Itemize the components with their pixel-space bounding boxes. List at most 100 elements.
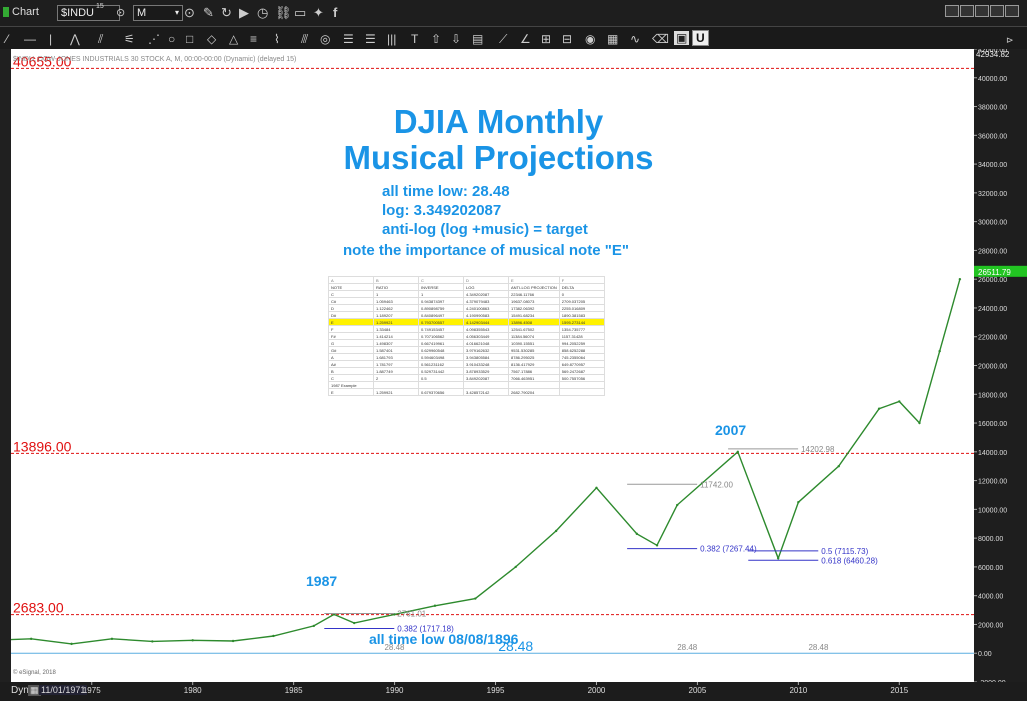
levels-tool-icon[interactable]: ☰: [343, 32, 354, 46]
table-cell: 1.33484: [373, 325, 419, 333]
refresh-icon[interactable]: ↻: [221, 5, 232, 20]
calendar-icon[interactable]: ▦: [28, 685, 41, 696]
annotation-formula: anti-log (log +music) = target: [382, 221, 588, 238]
x-tick-label: 1990: [386, 686, 404, 695]
cycle-tool-icon[interactable]: ◎: [320, 32, 331, 46]
minimize-button[interactable]: [975, 5, 989, 17]
chevron-down-icon: ▾: [174, 8, 179, 17]
price-point: [797, 500, 800, 504]
chart-title: DJIA Monthly: [393, 103, 604, 140]
table-cell: 2: [373, 374, 419, 382]
table-example-row: E 1.259921 0.679370656 3.428572142 2682.7902…: [328, 388, 605, 396]
chart-area[interactable]: 40655.00 13896.00 2683.00 28.48 28.48 28.48 28…: [11, 49, 974, 682]
table-row: B 1.887749 0.529731442 3.878933529 7567.1788…: [328, 367, 605, 375]
regression-tool-icon[interactable]: ⫻: [301, 32, 309, 46]
line-tool-icon[interactable]: ⁄: [6, 32, 9, 46]
levels2-tool-icon[interactable]: ☰: [365, 32, 376, 46]
comment-icon[interactable]: ▭: [294, 5, 307, 20]
wave-tool-icon[interactable]: ∿: [630, 32, 641, 46]
settings-icon[interactable]: ⊳: [1006, 35, 1014, 45]
price-point: [898, 400, 901, 403]
y-tick-label: 6000.00: [978, 565, 1003, 572]
table-cell: 0.707106562: [418, 332, 464, 340]
table-cell: 3.910433248: [463, 360, 509, 368]
x-tick-label: 2005: [689, 686, 707, 695]
measure-tool-icon[interactable]: ⟋: [499, 32, 508, 46]
price-point: [958, 277, 962, 281]
table-cell: D#: [328, 311, 374, 319]
x-axis-svg: 1975 1980 1985 1990 1995 2000 2005 2010 2015: [83, 682, 909, 695]
table-cell: 4.142903444: [463, 318, 509, 326]
help-button[interactable]: [945, 5, 959, 17]
angle-tool-icon[interactable]: ∠: [520, 32, 531, 46]
price-point: [938, 349, 941, 353]
diamond-tool-icon[interactable]: ◇: [207, 32, 217, 46]
underline-tool-icon[interactable]: U: [692, 30, 709, 46]
restore-button[interactable]: [960, 5, 974, 17]
table-cell: 3.878933529: [463, 367, 509, 375]
twitter-icon[interactable]: ✦: [313, 5, 324, 20]
arrow-down-tool-icon[interactable]: ⇩: [451, 32, 462, 46]
table-cell: 3.428572142: [463, 388, 509, 396]
close-button[interactable]: [1005, 5, 1019, 17]
table-cell: LOG: [463, 283, 509, 291]
table-cell: 11384.56074: [508, 332, 560, 340]
table-cell: 0.5: [418, 374, 464, 382]
left-strip: [0, 49, 11, 682]
table-cell: 12541.67502: [508, 325, 560, 333]
y-tick-label: 14000.00: [978, 450, 1007, 457]
price-point: [110, 637, 114, 641]
table-row: F 1.33484 0.749153457 4.098355543 12541.6750…: [328, 325, 605, 333]
vline-tool-icon[interactable]: |: [49, 32, 53, 46]
channel-tool-icon[interactable]: ⫽: [98, 32, 104, 46]
list-tool-icon[interactable]: ▤: [472, 32, 484, 46]
table-row: C 1 1 4.349202087 22346.11766 0: [328, 290, 605, 298]
eraser-tool-icon[interactable]: ⌫: [652, 32, 669, 46]
y-tick-label: 16000.00: [978, 421, 1007, 428]
pitchfork-tool-icon[interactable]: ≡: [250, 32, 258, 46]
price-point: [918, 421, 921, 425]
rect-tool-icon[interactable]: □: [186, 32, 194, 46]
table-cell: 1.887749: [373, 367, 419, 375]
table-cell: 1: [418, 290, 464, 298]
y-tick-label: 0.00: [978, 651, 992, 658]
x-tick-label: 1980: [184, 686, 202, 695]
drawing-toolbar: ⁄ — | ⋀ ⫽ ⚟ ⋰ ○ □ ◇ △ ≡ ⌇ ⫻ ◎ ☰ ☰ ||| T …: [0, 27, 1027, 50]
arrow-up-tool-icon[interactable]: ⇧: [431, 32, 442, 46]
table-tool-icon[interactable]: ▦: [607, 32, 619, 46]
interval-menu-icon[interactable]: ⊙: [184, 5, 195, 20]
zigzag-tool-icon[interactable]: ⋀: [70, 32, 80, 46]
table-cell: G: [328, 339, 374, 347]
maximize-button[interactable]: [990, 5, 1004, 17]
interval-select[interactable]: M ▾: [133, 5, 183, 21]
ellipse-tool-icon[interactable]: ○: [168, 32, 176, 46]
draw-pencil-icon[interactable]: ✎: [203, 5, 214, 20]
price-point: [514, 565, 517, 569]
link-icon[interactable]: ⛓: [275, 5, 292, 20]
table-cell: 8786.295025: [508, 353, 560, 361]
text-tool-icon[interactable]: T: [411, 32, 419, 46]
grid-tool-icon[interactable]: ⊞: [541, 32, 552, 46]
fan-tool-icon[interactable]: ⋰: [148, 32, 160, 46]
date-box[interactable]: 11/01/1971: [39, 685, 88, 695]
eye-tool-icon[interactable]: ◉: [585, 32, 596, 46]
facebook-icon[interactable]: f: [333, 5, 338, 20]
x-tick-label: 2015: [890, 686, 908, 695]
table-cell: [463, 381, 509, 389]
triangle-tool-icon[interactable]: △: [229, 32, 239, 46]
bars-tool-icon[interactable]: |||: [387, 32, 397, 46]
symbol-menu-icon[interactable]: ⊙: [116, 7, 126, 19]
table-cell: 1.587401: [373, 346, 419, 354]
mode-label: Dyn: [11, 685, 29, 696]
fib-tool-icon[interactable]: ⚟: [124, 32, 135, 46]
snapshot-tool-icon[interactable]: ▣: [674, 31, 690, 45]
symbol-input[interactable]: $INDU: [57, 5, 120, 21]
table-cell: D: [463, 276, 509, 284]
price-point: [655, 544, 659, 547]
ruler-tool-icon[interactable]: ⊟: [562, 32, 573, 46]
hline-tool-icon[interactable]: —: [24, 32, 36, 46]
clock-icon[interactable]: ◷: [257, 5, 269, 20]
play-icon[interactable]: ▶: [239, 5, 249, 20]
brush-tool-icon[interactable]: ⌇: [274, 32, 280, 46]
table-cell: 1157.31428: [558, 332, 605, 340]
